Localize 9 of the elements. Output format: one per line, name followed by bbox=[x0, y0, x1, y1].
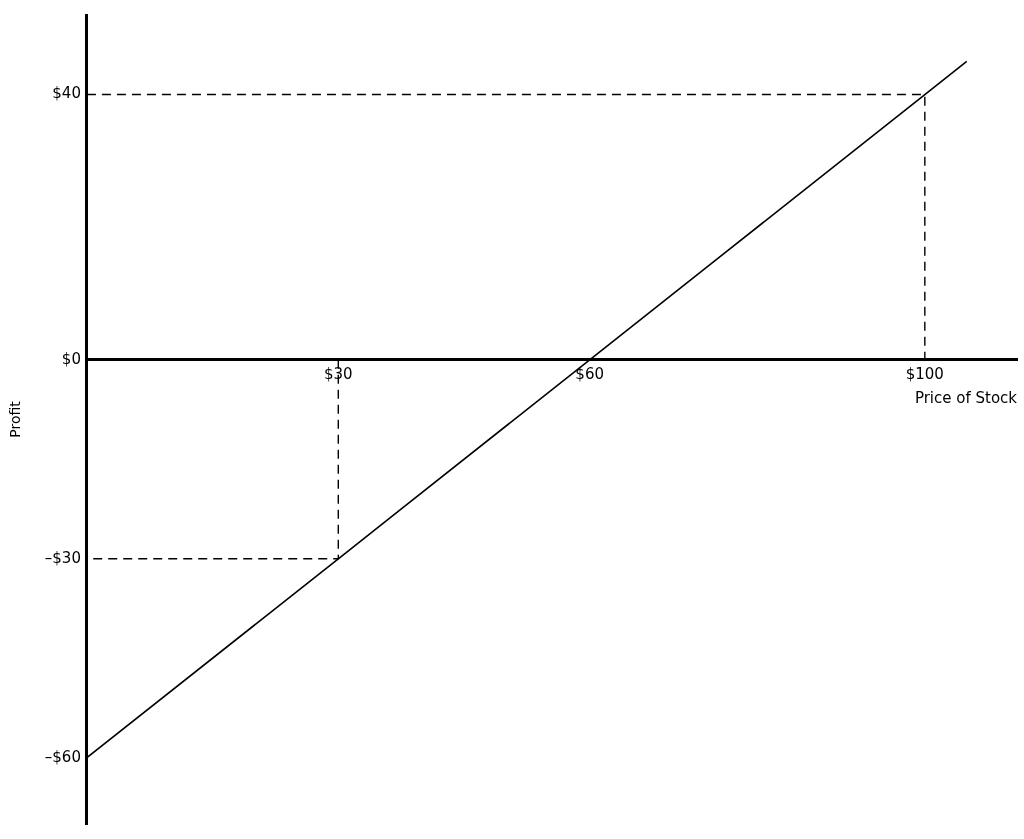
y-tick-label: –$30 bbox=[44, 548, 81, 567]
x-tick-label: $100 bbox=[905, 364, 944, 383]
y-tick-label: $0 bbox=[61, 349, 81, 368]
y-tick-label: $40 bbox=[52, 84, 81, 103]
x-axis-title: Price of Stock bbox=[914, 388, 1018, 407]
y-axis-title: Profit bbox=[7, 400, 24, 438]
x-tick-label: $60 bbox=[575, 364, 604, 383]
y-tick-label: –$60 bbox=[44, 747, 81, 766]
x-tick-label: $30 bbox=[323, 364, 353, 383]
